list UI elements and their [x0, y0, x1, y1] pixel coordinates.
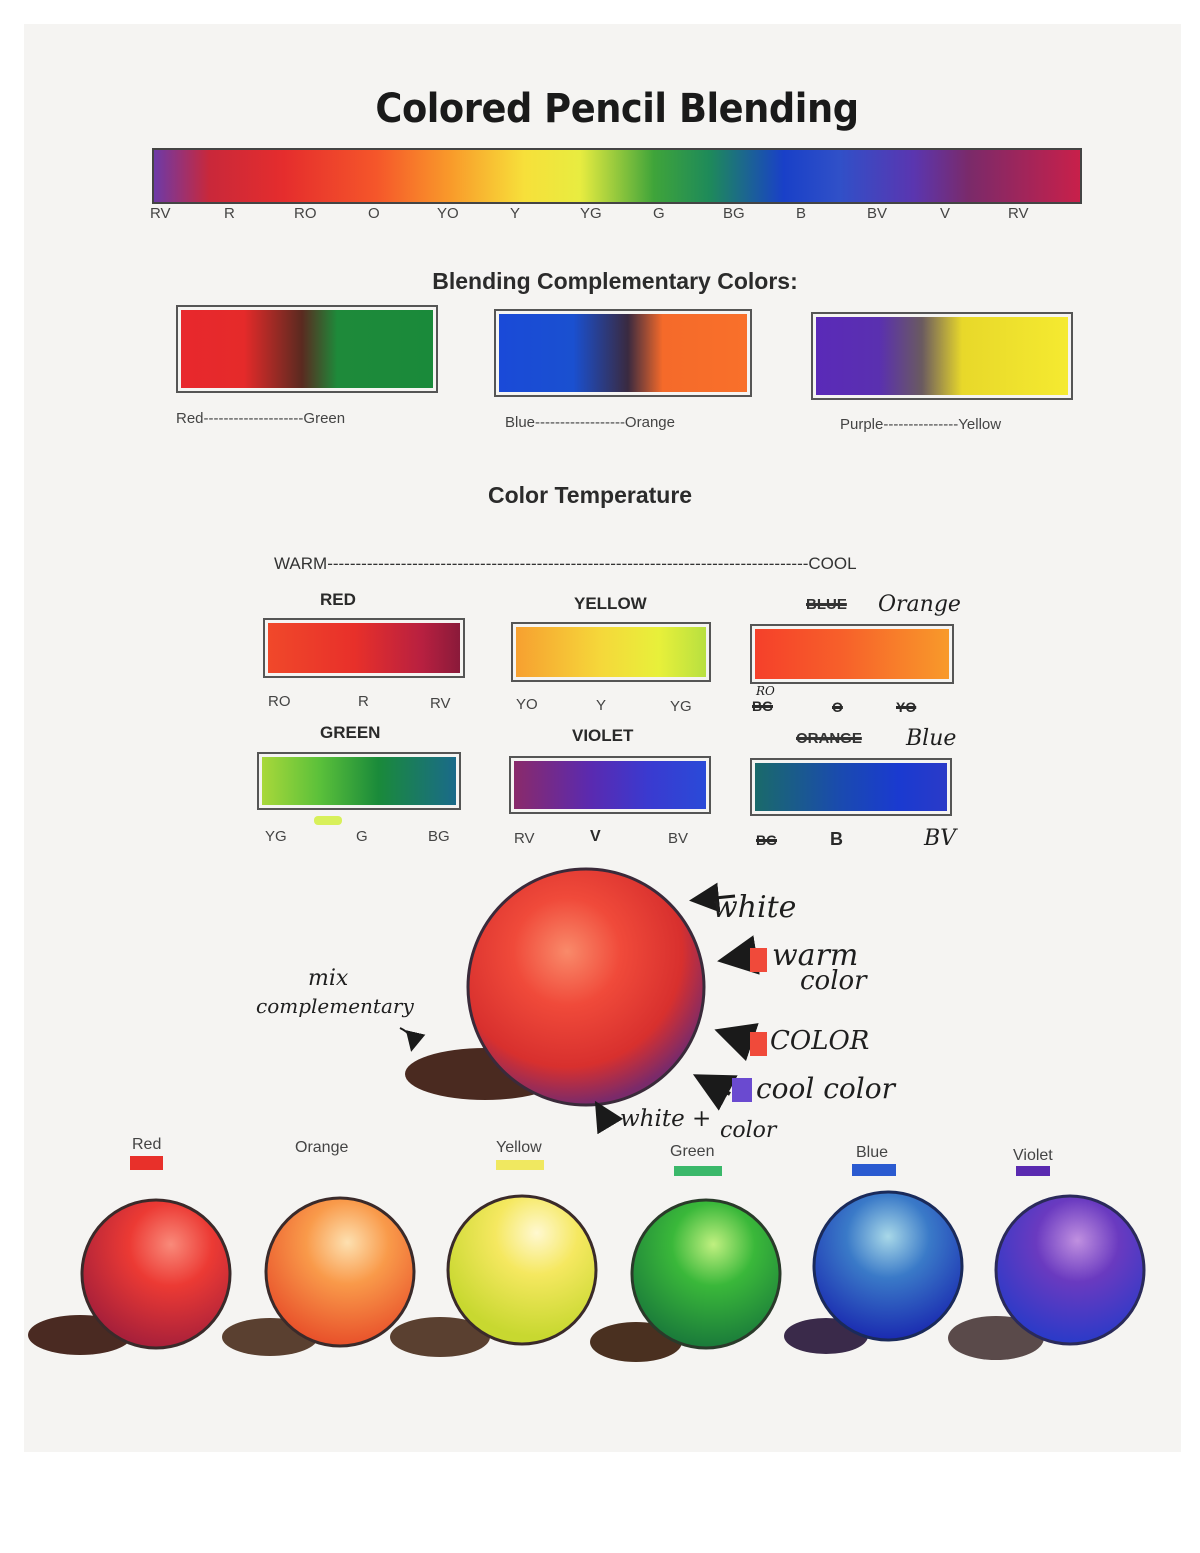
- violet-heading: VIOLET: [572, 726, 634, 745]
- red-sphere: [80, 1198, 232, 1350]
- temperature-heading: Color Temperature: [488, 482, 693, 508]
- warm-arrow: [717, 935, 760, 975]
- spectrum-label: Y: [510, 205, 521, 222]
- yellow-heading: YELLOW: [574, 594, 647, 613]
- spectrum-label: RV: [150, 205, 171, 222]
- yellow-green-mark: [314, 816, 342, 825]
- color-note: COLOR: [770, 1026, 870, 1056]
- spectrum-label: V: [940, 205, 951, 222]
- cool-swatch-mark: [732, 1078, 752, 1102]
- temp-tick-struck: BG: [756, 832, 777, 848]
- green-swatch-mark: [674, 1166, 722, 1176]
- sphere-label-orange: Orange: [295, 1139, 349, 1156]
- temp-tick: RO: [268, 693, 291, 710]
- temp-tick: BG: [428, 828, 450, 845]
- sphere-label-red: Red: [132, 1136, 162, 1153]
- worksheet-paper: [24, 24, 1181, 1452]
- red-green-label: Red--------------------Green: [176, 410, 346, 427]
- blue-orange-label: Blue------------------Orange: [505, 414, 675, 431]
- blue-handwritten-heading: Blue: [906, 726, 957, 751]
- red-green-swatch: [176, 305, 438, 393]
- orange-handwritten-heading: Orange: [878, 592, 961, 617]
- spectrum-label: RV: [1008, 205, 1029, 222]
- temp-tick-handwritten: BV: [924, 826, 957, 851]
- temp-tick: R: [358, 693, 369, 710]
- temp-tick-struck: O: [832, 699, 843, 715]
- spectrum-label: RO: [294, 205, 317, 222]
- red-heading: RED: [320, 590, 356, 609]
- spectrum-label: R: [224, 205, 235, 222]
- temp-tick: YO: [516, 696, 538, 713]
- blue-struck-heading: BLUE: [806, 596, 847, 613]
- complementary-heading: Blending Complementary Colors:: [432, 268, 798, 294]
- violet-sphere: [994, 1194, 1146, 1346]
- green-temp-swatch: [257, 752, 461, 810]
- temp-tick: BV: [668, 830, 689, 847]
- mix-note: mix: [308, 966, 349, 991]
- yellow-sphere: [446, 1194, 598, 1346]
- yellow-temp-swatch: [511, 622, 711, 682]
- spectrum-label: BV: [867, 205, 888, 222]
- spectrum-label: BG: [723, 205, 745, 222]
- temp-tick: G: [356, 828, 368, 845]
- spectrum-label: G: [653, 205, 665, 222]
- green-sphere: [630, 1198, 782, 1350]
- spectrum-label: YO: [437, 205, 459, 222]
- sphere-row: [28, 1156, 1146, 1362]
- sphere-label-green: Green: [670, 1143, 715, 1160]
- spectrum-label: O: [368, 205, 380, 222]
- cool-arrow: [692, 1074, 738, 1111]
- temp-tick: RV: [430, 695, 451, 712]
- temp-tick: Y: [596, 697, 607, 714]
- orange-struck-heading: ORANGE: [796, 730, 862, 747]
- sphere-label-blue: Blue: [856, 1144, 889, 1161]
- temp-tick-struck: BG: [752, 698, 773, 714]
- warm-swatch-mark: [750, 948, 767, 972]
- temp-tick-bold: B: [830, 829, 843, 849]
- color-swatch-mark: [750, 1032, 767, 1056]
- white-plus-arrow: [594, 1100, 624, 1135]
- violet-temp-swatch: [509, 756, 711, 814]
- temp-tick-struck: YO: [896, 699, 917, 715]
- sphere-label-violet: Violet: [1013, 1147, 1053, 1164]
- sphere-label-yellow: Yellow: [496, 1139, 542, 1156]
- cool-color-note: cool color: [756, 1072, 895, 1105]
- page-title: Colored Pencil Blending: [375, 86, 859, 132]
- temp-tick-handwritten: RO: [756, 684, 775, 698]
- white-note: white: [712, 890, 797, 925]
- purple-yellow-swatch: [811, 312, 1073, 400]
- sphere-shadow: [390, 1317, 490, 1357]
- blue-sphere: [812, 1190, 964, 1342]
- warm-color-note: color: [800, 966, 867, 996]
- white-plus-color-note: color: [720, 1118, 777, 1143]
- white-arrow: [689, 882, 736, 913]
- spectrum-label: B: [796, 205, 807, 222]
- white-plus-note: white +: [620, 1106, 712, 1132]
- spectrum-label: YG: [580, 205, 602, 222]
- yellow-swatch-mark: [496, 1160, 544, 1170]
- blue-swatch-mark: [852, 1164, 896, 1176]
- shading-diagram: [399, 867, 767, 1135]
- orange-temp-swatch: [750, 624, 954, 684]
- mix-arrow: [399, 1027, 426, 1052]
- orange-sphere: [264, 1196, 416, 1348]
- complementary-note: complementary: [256, 994, 414, 1018]
- blue-temp-swatch: [750, 758, 952, 816]
- warm-note: warm: [772, 938, 859, 973]
- warm-cool-scale: WARM------------------------------------…: [274, 554, 857, 573]
- temp-tick: RV: [514, 830, 535, 847]
- violet-swatch-mark: [1016, 1166, 1050, 1176]
- sphere-shadow: [948, 1316, 1044, 1360]
- purple-yellow-label: Purple---------------Yellow: [840, 416, 1002, 433]
- red-temp-swatch: [263, 618, 465, 678]
- spectrum-labels: RV R RO O YO Y YG G BG B BV V RV: [140, 205, 1100, 227]
- green-heading: GREEN: [320, 723, 381, 742]
- temp-tick: YG: [670, 698, 692, 715]
- spectrum-bar: [152, 148, 1082, 204]
- blue-orange-swatch: [494, 309, 752, 397]
- temp-tick-corrected: V: [590, 828, 601, 845]
- main-sphere: [466, 867, 706, 1107]
- temp-tick: YG: [265, 828, 287, 845]
- red-swatch-mark: [130, 1156, 163, 1170]
